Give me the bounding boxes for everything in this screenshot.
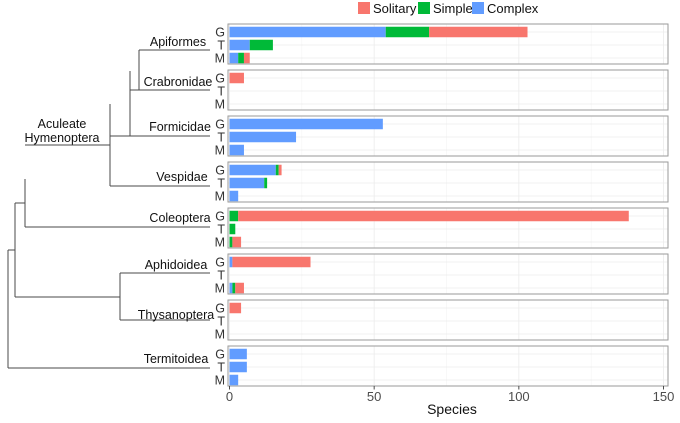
row-label-t: T [217, 269, 225, 283]
bar-coleoptera-t-simple [229, 223, 236, 235]
panel-frame [227, 69, 669, 111]
bar-apiformes-t-simple [249, 39, 273, 51]
bar-vespidae-t-complex [229, 177, 265, 189]
row-label-g: G [215, 302, 225, 316]
row-label-m: M [215, 98, 225, 112]
row-label-t: T [217, 39, 225, 53]
panel-frame [227, 345, 669, 387]
x-axis-title: Species [427, 401, 477, 417]
bar-vespidae-g-solitary [278, 164, 282, 176]
taxon-label-thysanoptera: Thysanoptera [138, 308, 214, 322]
bar-aphidoidea-m-complex [229, 282, 233, 294]
row-label-g: G [215, 210, 225, 224]
bar-coleoptera-m-solitary [232, 236, 242, 248]
bar-apiformes-t-complex [229, 39, 250, 51]
panel-frame [227, 299, 669, 341]
legend-swatch-simple [418, 2, 430, 14]
bar-thysanoptera-g-solitary [229, 302, 242, 314]
facet-panel-aphidoidea: GTM [215, 253, 669, 296]
row-label-g: G [215, 118, 225, 132]
bar-apiformes-g-solitary [429, 26, 528, 38]
bar-vespidae-g-simple [275, 164, 279, 176]
row-label-t: T [217, 177, 225, 191]
bar-coleoptera-g-simple [229, 210, 239, 222]
x-axis: 0 50 100 150 Species [226, 386, 674, 417]
bar-termitoidea-m-complex [229, 374, 239, 386]
row-label-t: T [217, 223, 225, 237]
bar-crabronidae-g-solitary [229, 72, 244, 84]
row-label-t: T [217, 85, 225, 99]
legend-label-simple: Simple [433, 1, 473, 16]
taxon-label-apiformes: Apiformes [150, 35, 206, 49]
x-tick-label: 150 [653, 389, 675, 404]
legend-swatch-solitary [358, 2, 370, 14]
bar-apiformes-m-complex [229, 52, 239, 64]
bar-coleoptera-m-simple [229, 236, 233, 248]
bar-formicidae-t-complex [229, 131, 297, 143]
bar-termitoidea-t-complex [229, 361, 247, 373]
bar-apiformes-g-simple [385, 26, 430, 38]
bar-aphidoidea-g-solitary [232, 256, 311, 268]
taxon-label-aphidoidea: Aphidoidea [145, 258, 208, 272]
facet-panel-vespidae: GTM [215, 161, 669, 204]
taxon-label-formicidae: Formicidae [149, 120, 211, 134]
bar-vespidae-m-complex [229, 190, 239, 202]
bar-apiformes-g-complex [229, 26, 386, 38]
x-tick-label: 100 [508, 389, 530, 404]
clade-label-aculeate-line2: Hymenoptera [24, 131, 99, 145]
x-tick-label: 0 [226, 389, 233, 404]
row-label-m: M [215, 144, 225, 158]
legend-swatch-complex [472, 2, 484, 14]
row-label-t: T [217, 315, 225, 329]
legend: Solitary Simple Complex [358, 1, 539, 16]
row-label-g: G [215, 256, 225, 270]
bar-vespidae-t-simple [264, 177, 268, 189]
phylogeny-tree: Apiformes Crabronidae Formicidae Vespidae Co… [7, 35, 214, 369]
row-label-g: G [215, 72, 225, 86]
row-label-m: M [215, 374, 225, 388]
bar-formicidae-g-complex [229, 118, 383, 130]
bar-aphidoidea-m-simple [232, 282, 236, 294]
row-label-m: M [215, 328, 225, 342]
taxon-label-coleoptera: Coleoptera [149, 211, 210, 225]
taxon-label-crabronidae: Crabronidae [144, 75, 213, 89]
facet-panel-apiformes: GTM [215, 23, 669, 66]
row-label-g: G [215, 164, 225, 178]
row-label-g: G [215, 348, 225, 362]
facet-panel-termitoidea: GTM [215, 345, 669, 388]
x-tick-label: 50 [367, 389, 381, 404]
panel-frame [227, 161, 669, 203]
taxon-label-termitoidea: Termitoidea [144, 352, 209, 366]
facet-panel-coleoptera: GTM [215, 207, 669, 250]
bar-termitoidea-g-complex [229, 348, 247, 360]
row-label-t: T [217, 361, 225, 375]
bar-vespidae-g-complex [229, 164, 276, 176]
row-label-m: M [215, 52, 225, 66]
bar-aphidoidea-g-complex [229, 256, 233, 268]
legend-label-solitary: Solitary [373, 1, 417, 16]
bar-apiformes-m-solitary [243, 52, 250, 64]
row-label-t: T [217, 131, 225, 145]
clade-label-aculeate-line1: Aculeate [38, 117, 87, 131]
bar-aphidoidea-m-solitary [235, 282, 244, 294]
taxon-label-vespidae: Vespidae [156, 170, 207, 184]
legend-label-complex: Complex [487, 1, 539, 16]
bar-apiformes-m-simple [238, 52, 244, 64]
bar-formicidae-m-complex [229, 144, 244, 156]
facet-panel-thysanoptera: GTM [215, 299, 669, 342]
bar-coleoptera-g-solitary [238, 210, 629, 222]
row-label-m: M [215, 236, 225, 250]
facet-panel-formicidae: GTM [215, 115, 669, 158]
row-label-m: M [215, 190, 225, 204]
facet-panel-crabronidae: GTM [215, 69, 669, 112]
row-label-g: G [215, 26, 225, 40]
row-label-m: M [215, 282, 225, 296]
